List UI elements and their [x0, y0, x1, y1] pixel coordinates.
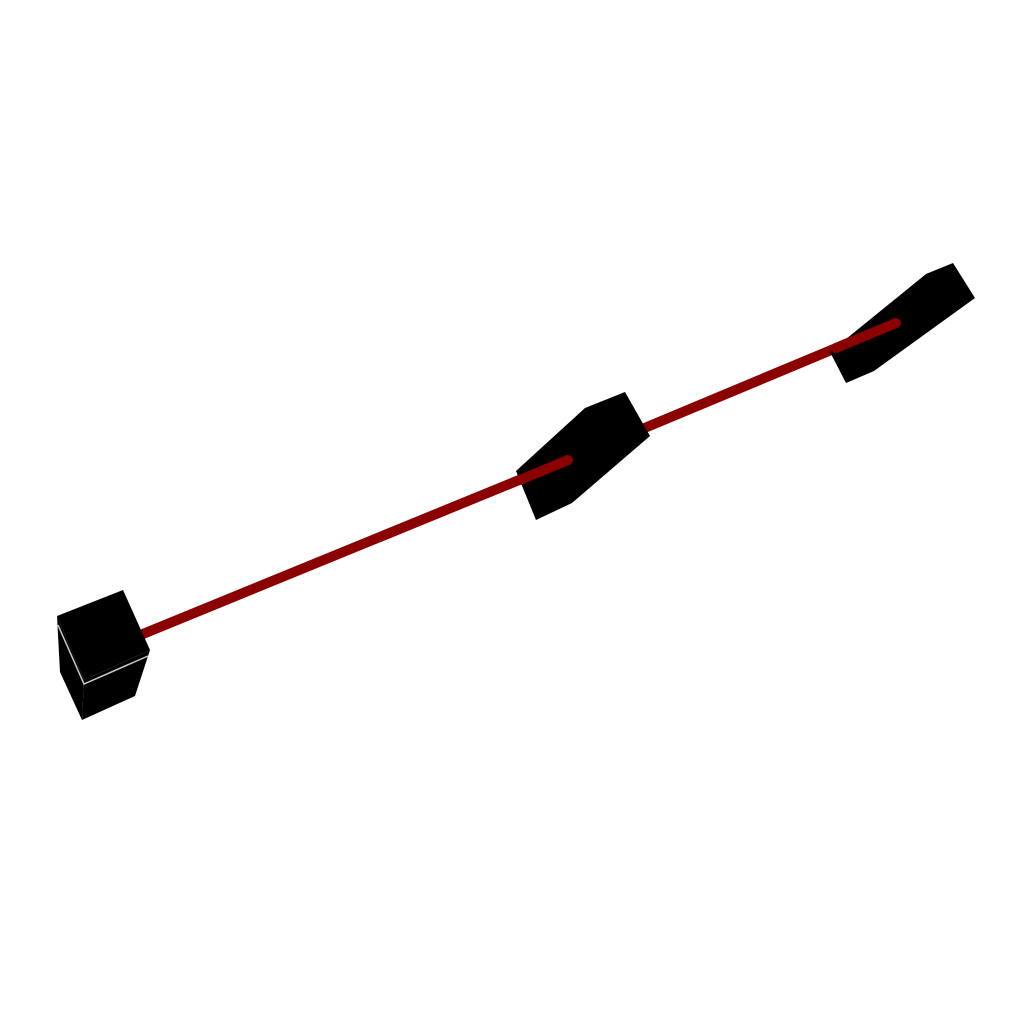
link-overlay-middle: [515, 455, 573, 485]
base-block: [57, 590, 150, 720]
arm-link-overlays: [515, 318, 901, 485]
middle-block: [516, 392, 650, 520]
base-block-top-face: [57, 590, 150, 680]
link-overlay-end: [831, 318, 901, 353]
end-block-body: [830, 263, 975, 383]
end-block: [830, 263, 975, 383]
link-base-to-middle: [133, 455, 573, 641]
base-block-edge-highlight: [57, 624, 149, 685]
base-block-front-face: [82, 650, 150, 720]
base-block-side-face: [57, 616, 84, 720]
middle-block-body: [516, 392, 650, 520]
